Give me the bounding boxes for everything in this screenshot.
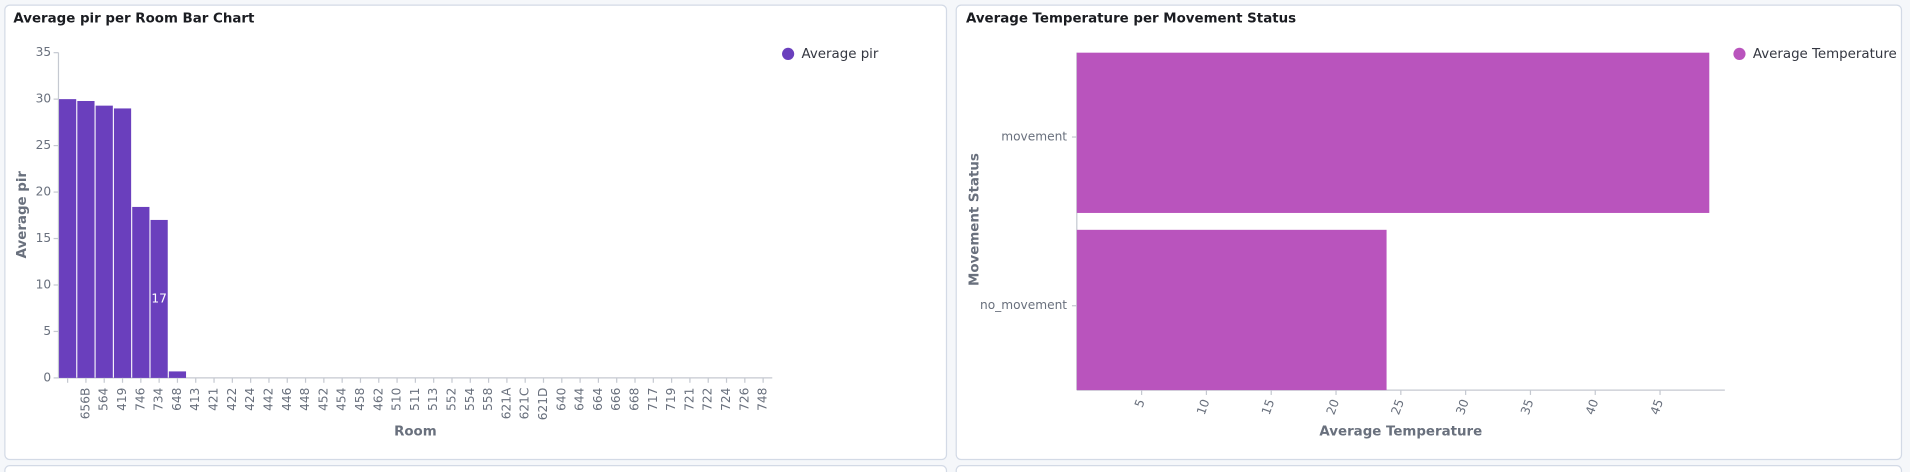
legend-swatch	[1733, 47, 1746, 60]
x-tick-label: 419	[115, 388, 129, 411]
x-tick-label: 15	[1259, 397, 1277, 416]
bar	[1076, 52, 1710, 213]
chart-title: Average Temperature per Movement Status	[966, 12, 1296, 27]
y-tick-label: 20	[36, 185, 52, 199]
x-tick-label: 621D	[536, 388, 550, 421]
y-tick-label: 0	[43, 370, 51, 384]
x-axis-label: Average Temperature	[1319, 425, 1482, 440]
bar	[1076, 229, 1387, 391]
panel	[4, 465, 948, 472]
x-tick-label: 734	[152, 387, 166, 410]
x-tick-label: 726	[737, 388, 751, 411]
bar	[132, 206, 150, 378]
bar	[95, 105, 113, 378]
x-tick-label: 717	[646, 388, 660, 411]
bar	[168, 371, 187, 378]
y-tick-label: 15	[36, 231, 52, 245]
x-tick-label: 554	[463, 387, 477, 410]
y-tick-label: 25	[36, 138, 52, 152]
x-tick-label: 722	[701, 388, 715, 411]
x-tick-label: 644	[573, 387, 587, 410]
x-tick-label: 621A	[499, 387, 513, 419]
bar	[59, 99, 77, 378]
x-tick-label: 721	[682, 388, 696, 411]
x-tick-label: 552	[444, 388, 458, 411]
y-tick-label: 5	[43, 324, 51, 338]
x-tick-label: 20	[1324, 397, 1342, 416]
bar	[77, 100, 95, 378]
y-tick-label: 35	[36, 45, 52, 59]
x-tick-label: 442	[261, 388, 275, 411]
x-tick-label: 511	[408, 388, 422, 411]
x-tick-label: 422	[225, 388, 239, 411]
x-tick-label: 640	[554, 388, 568, 411]
legend-label: Average pir	[802, 47, 879, 62]
chart-title: Average pir per Room Bar Chart	[13, 12, 255, 27]
x-tick-label: 45	[1648, 397, 1666, 416]
panel	[4, 4, 948, 461]
x-tick-label: 748	[756, 388, 770, 411]
x-tick-label: 656B	[78, 388, 92, 420]
data-label: 17	[151, 291, 166, 305]
y-axis-label: Average pir	[15, 171, 30, 259]
x-tick-label: 510	[390, 388, 404, 411]
y-tick-label: 10	[36, 277, 52, 291]
x-tick-label: 648	[170, 388, 184, 411]
x-tick-label: 10	[1194, 397, 1212, 416]
x-tick-label: 664	[591, 387, 605, 410]
x-tick-label: 746	[133, 388, 147, 411]
x-tick-label: 25	[1388, 397, 1406, 416]
bar	[150, 219, 168, 378]
x-tick-label: 35	[1518, 397, 1536, 416]
x-tick-label: 462	[371, 388, 385, 411]
y-tick-label: no_movement	[980, 298, 1067, 312]
legend-swatch	[782, 47, 795, 60]
x-tick-label: 564	[97, 387, 111, 410]
y-tick-label: movement	[1001, 130, 1067, 144]
x-tick-label: 446	[280, 388, 294, 411]
x-tick-label: 30	[1453, 397, 1471, 416]
x-tick-label: 666	[609, 388, 623, 411]
x-axis-label: Room	[394, 425, 437, 440]
y-axis-label: Movement Status	[967, 153, 982, 286]
x-tick-label: 454	[335, 387, 349, 410]
x-tick-label: 558	[481, 388, 495, 411]
x-tick-label: 621C	[518, 388, 532, 420]
panel	[955, 465, 1903, 472]
x-tick-label: 40	[1583, 397, 1601, 416]
y-tick-label: 30	[36, 92, 52, 106]
x-tick-label: 513	[426, 388, 440, 411]
x-tick-label: 719	[664, 388, 678, 411]
x-tick-label: 448	[298, 388, 312, 411]
x-tick-label: 452	[316, 388, 330, 411]
x-tick-label: 458	[353, 388, 367, 411]
x-tick-label: 413	[188, 388, 202, 411]
x-tick-label: 421	[207, 388, 221, 411]
x-tick-label: 724	[719, 387, 733, 410]
x-tick-label: 424	[243, 387, 257, 410]
legend-label: Average Temperature	[1753, 47, 1897, 62]
bar	[113, 108, 132, 378]
x-tick-label: 668	[628, 388, 642, 411]
